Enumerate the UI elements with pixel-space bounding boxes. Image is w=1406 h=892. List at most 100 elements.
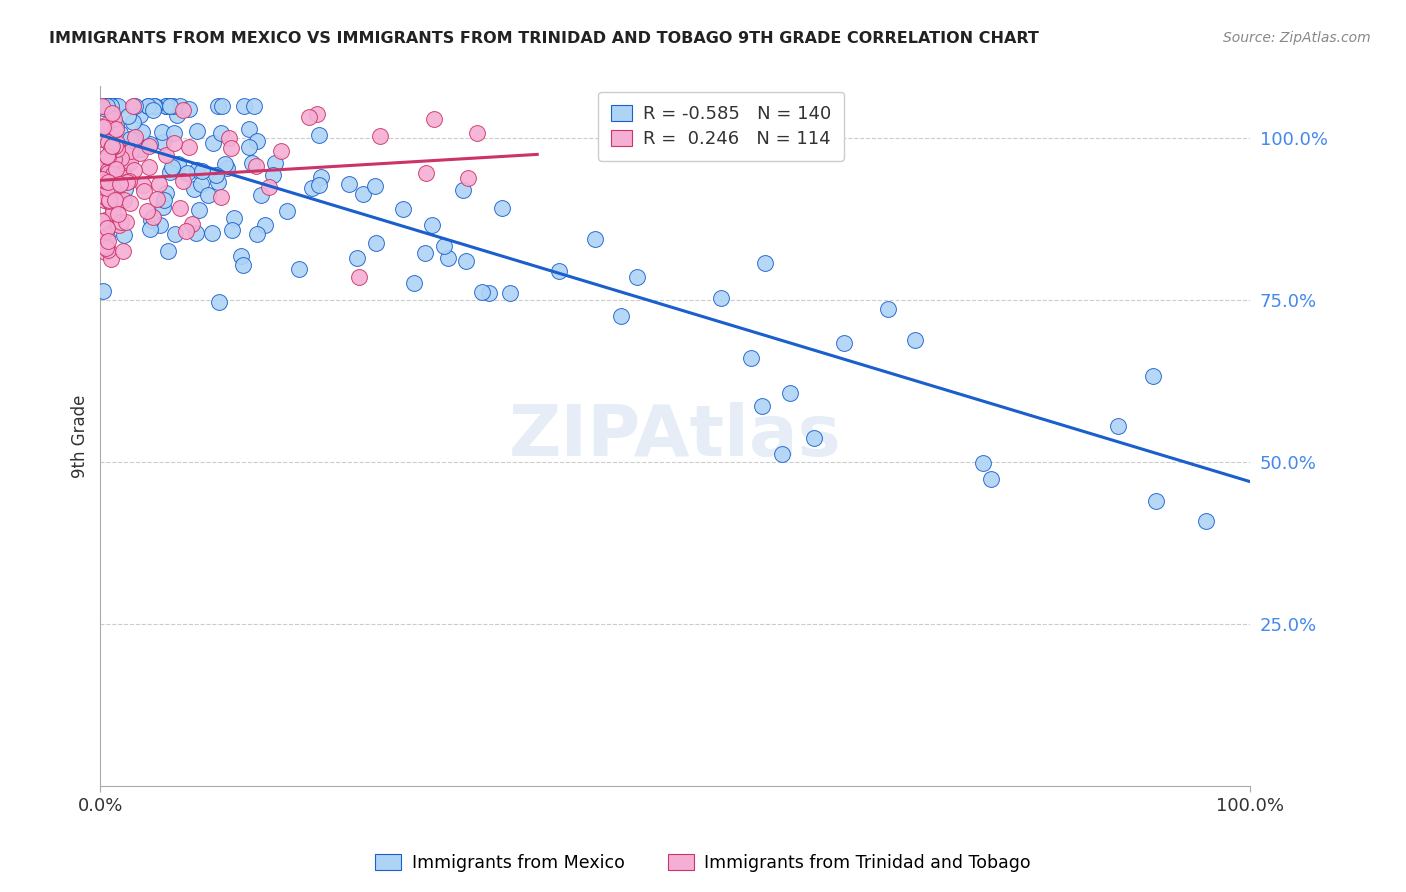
Point [263,156,285,170]
Point [370,129,392,144]
Point [91,102,114,116]
Point [166,156,188,170]
Point [93,171,115,186]
Point [94,118,117,132]
Point [181,218,204,232]
Point [364,235,387,250]
Point [141,210,163,224]
Point [163,136,186,151]
Point [124,130,146,145]
Point [465,126,488,140]
Point [172,174,194,188]
Point [337,178,360,192]
Point [96,99,118,113]
Point [97,234,120,248]
Point [136,203,159,218]
Point [184,226,207,240]
Point [90,231,112,245]
Point [100,141,122,155]
Point [97,150,120,164]
Point [980,472,1002,486]
Point [96,239,118,253]
Point [96,191,118,205]
Point [124,99,146,113]
Point [238,121,260,136]
Point [114,182,136,196]
Point [101,173,124,187]
Point [143,99,166,113]
Point [96,99,118,113]
Point [104,138,127,153]
Point [97,194,120,208]
Point [91,170,114,185]
Point [101,105,124,120]
Point [121,99,143,113]
Point [155,99,177,113]
Point [101,143,124,157]
Point [470,285,492,299]
Point [97,220,120,235]
Point [211,99,233,113]
Legend: R = -0.585   N = 140, R =  0.246   N = 114: R = -0.585 N = 140, R = 0.246 N = 114 [598,92,844,161]
Point [751,400,773,414]
Point [179,140,201,154]
Point [115,175,138,189]
Point [129,142,152,156]
Point [176,166,198,180]
Point [155,99,177,113]
Point [457,171,479,186]
Point [583,232,606,246]
Point [157,244,180,258]
Point [112,227,135,242]
Point [131,125,153,139]
Point [94,180,117,194]
Point [169,201,191,215]
Point [105,171,128,186]
Point [96,99,118,113]
Point [547,264,569,278]
Point [177,102,200,116]
Point [107,168,129,182]
Point [214,157,236,171]
Point [183,182,205,196]
Point [155,186,177,200]
Point [93,225,115,239]
Point [118,155,141,169]
Point [218,131,240,145]
Point [163,227,186,241]
Point [159,165,181,179]
Point [754,256,776,270]
Point [110,215,132,229]
Point [208,295,231,310]
Point [207,99,229,113]
Point [143,99,166,113]
Point [104,189,127,203]
Point [90,177,112,191]
Point [90,99,112,113]
Point [172,103,194,117]
Point [101,199,124,213]
Point [152,200,174,214]
Point [139,222,162,236]
Point [108,219,131,233]
Point [779,386,801,401]
Point [305,107,328,121]
Point [257,180,280,194]
Point [115,215,138,229]
Point [122,133,145,147]
Point [478,286,501,301]
Point [499,286,522,301]
Point [138,139,160,153]
Point [118,149,141,163]
Point [159,99,181,113]
Point [97,178,120,193]
Point [246,227,269,241]
Point [120,145,142,159]
Point [301,181,323,195]
Point [94,174,117,188]
Point [101,138,124,153]
Point [97,178,120,192]
Point [104,123,127,137]
Point [352,187,374,202]
Point [246,134,269,148]
